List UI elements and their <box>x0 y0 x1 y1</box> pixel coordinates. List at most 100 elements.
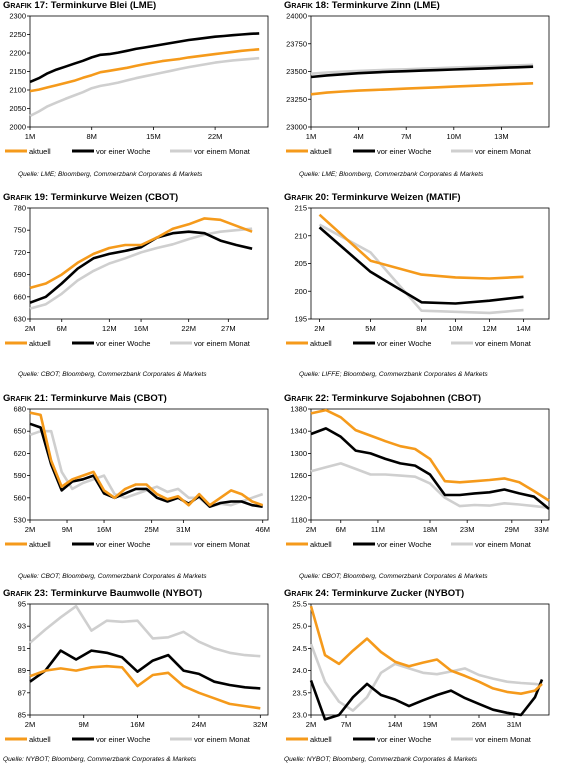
y-tick-label: 660 <box>13 292 26 301</box>
x-tick-label: 22M <box>181 324 196 333</box>
y-tick-label: 93 <box>18 622 26 631</box>
legend-label: vor einer Woche <box>377 339 431 348</box>
x-tick-label: 9M <box>79 720 89 729</box>
y-tick-label: 1340 <box>290 427 307 436</box>
x-tick-label: 27M <box>221 324 236 333</box>
y-tick-label: 25.5 <box>292 600 307 609</box>
legend-label: aktuell <box>310 339 332 348</box>
y-tick-label: 1300 <box>290 449 307 458</box>
panel-grafik-24: Grafik 24: Terminkurve Zucker (NYBOT) 25… <box>281 588 561 779</box>
panel-grafik-19: Grafik 19: Terminkurve Weizen (CBOT) 780… <box>0 192 280 383</box>
series-line-vor-einem-monat <box>310 462 550 510</box>
y-tick-label: 2200 <box>9 49 26 58</box>
y-tick-label: 1380 <box>290 405 307 414</box>
chart-title: Grafik 18: Terminkurve Zinn (LME) <box>284 0 440 11</box>
x-tick-label: 2M <box>25 525 35 534</box>
x-tick-label: 31M <box>507 720 522 729</box>
y-tick-label: 91 <box>18 644 26 653</box>
chart-source: Quelle: CBOT; Bloomberg, Commerzbank Cor… <box>18 573 207 580</box>
x-tick-label: 14M <box>516 324 531 333</box>
y-tick-label: 590 <box>13 471 26 480</box>
y-tick-label: 24000 <box>286 12 307 21</box>
x-tick-label: 2M <box>25 720 35 729</box>
y-tick-label: 690 <box>13 270 26 279</box>
y-tick-label: 2300 <box>9 12 26 21</box>
y-tick-label: 200 <box>294 287 307 296</box>
y-tick-label: 95 <box>18 600 26 609</box>
series-line-vor-einem-monat <box>29 429 264 508</box>
legend-label: vor einem Monat <box>194 339 251 348</box>
legend-label: vor einem Monat <box>475 540 532 549</box>
x-tick-label: 12M <box>102 324 117 333</box>
series-line-aktuell <box>318 213 524 280</box>
x-tick-label: 32M <box>253 720 268 729</box>
panel-grafik-23: Grafik 23: Terminkurve Baumwolle (NYBOT)… <box>0 588 280 779</box>
chart-title: Grafik 19: Terminkurve Weizen (CBOT) <box>3 192 179 203</box>
legend-label: vor einer Woche <box>96 147 150 156</box>
plot-frame <box>29 408 269 521</box>
x-tick-label: 24M <box>192 720 207 729</box>
y-tick-label: 89 <box>18 666 26 675</box>
x-tick-label: 2M <box>306 525 316 534</box>
series-line-aktuell <box>309 605 543 695</box>
y-tick-label: 1260 <box>290 471 307 480</box>
series-line-aktuell <box>310 408 550 502</box>
x-tick-label: 31M <box>176 525 191 534</box>
x-tick-label: 2M <box>306 720 316 729</box>
series-line-vor-einer-woche <box>310 427 550 510</box>
legend-label: vor einer Woche <box>377 540 431 549</box>
y-tick-label: 750 <box>13 226 26 235</box>
y-tick-label: 23000 <box>286 123 307 132</box>
y-tick-label: 620 <box>13 449 26 458</box>
x-tick-label: 8M <box>416 324 426 333</box>
series-line-vor-einer-woche <box>309 679 544 721</box>
y-tick-label: 215 <box>294 204 307 213</box>
legend-label: vor einem Monat <box>194 735 251 744</box>
y-tick-label: 87 <box>18 688 26 697</box>
series-line-aktuell <box>29 48 260 93</box>
panel-grafik-18: Grafik 18: Terminkurve Zinn (LME) 24000 2… <box>281 0 561 191</box>
y-tick-label: 530 <box>13 516 26 525</box>
plot-frame <box>29 15 269 128</box>
series-line-vor-einem-monat <box>309 643 543 712</box>
x-tick-label: 23M <box>460 525 475 534</box>
plot-frame <box>29 603 269 716</box>
legend-label: aktuell <box>29 339 51 348</box>
y-tick-label: 630 <box>13 315 26 324</box>
series-line-vor-einem-monat <box>310 63 534 75</box>
legend-label: vor einem Monat <box>194 540 251 549</box>
y-tick-label: 720 <box>13 248 26 257</box>
x-tick-label: 12M <box>482 324 497 333</box>
y-tick-label: 2000 <box>9 123 26 132</box>
y-tick-label: 24.5 <box>292 644 307 653</box>
x-tick-label: 19M <box>423 720 438 729</box>
x-tick-label: 6M <box>336 525 346 534</box>
legend-label: vor einem Monat <box>475 735 532 744</box>
x-tick-label: 16M <box>130 720 145 729</box>
chart-title: Grafik 17: Terminkurve Blei (LME) <box>3 0 157 11</box>
x-tick-label: 22M <box>208 132 223 141</box>
legend-label: vor einem Monat <box>475 339 532 348</box>
legend-label: aktuell <box>310 540 332 549</box>
x-tick-label: 26M <box>472 720 487 729</box>
x-tick-label: 2M <box>25 324 35 333</box>
y-tick-label: 25.0 <box>292 622 307 631</box>
y-tick-label: 2250 <box>9 30 26 39</box>
legend-label: aktuell <box>29 147 51 156</box>
y-tick-label: 2100 <box>9 86 26 95</box>
chart-source: Quelle: LME; Bloomberg, Commerzbank Corp… <box>299 171 484 178</box>
chart-source: Quelle: CBOT; Bloomberg, Commerzbank Cor… <box>299 573 488 580</box>
chart-title: Grafik 22: Terminkurve Sojabohnen (CBOT) <box>284 393 481 404</box>
series-line-vor-einer-woche <box>29 32 260 84</box>
series-line-vor-einem-monat <box>29 56 260 118</box>
y-tick-label: 23500 <box>286 67 307 76</box>
series-line-vor-einem-monat <box>29 227 253 310</box>
x-tick-label: 46M <box>255 525 270 534</box>
chart-title: Grafik 20: Terminkurve Weizen (MATIF) <box>284 192 461 203</box>
y-tick-label: 1180 <box>291 516 307 525</box>
y-tick-label: 24.0 <box>292 666 307 675</box>
y-tick-label: 85 <box>18 711 26 720</box>
